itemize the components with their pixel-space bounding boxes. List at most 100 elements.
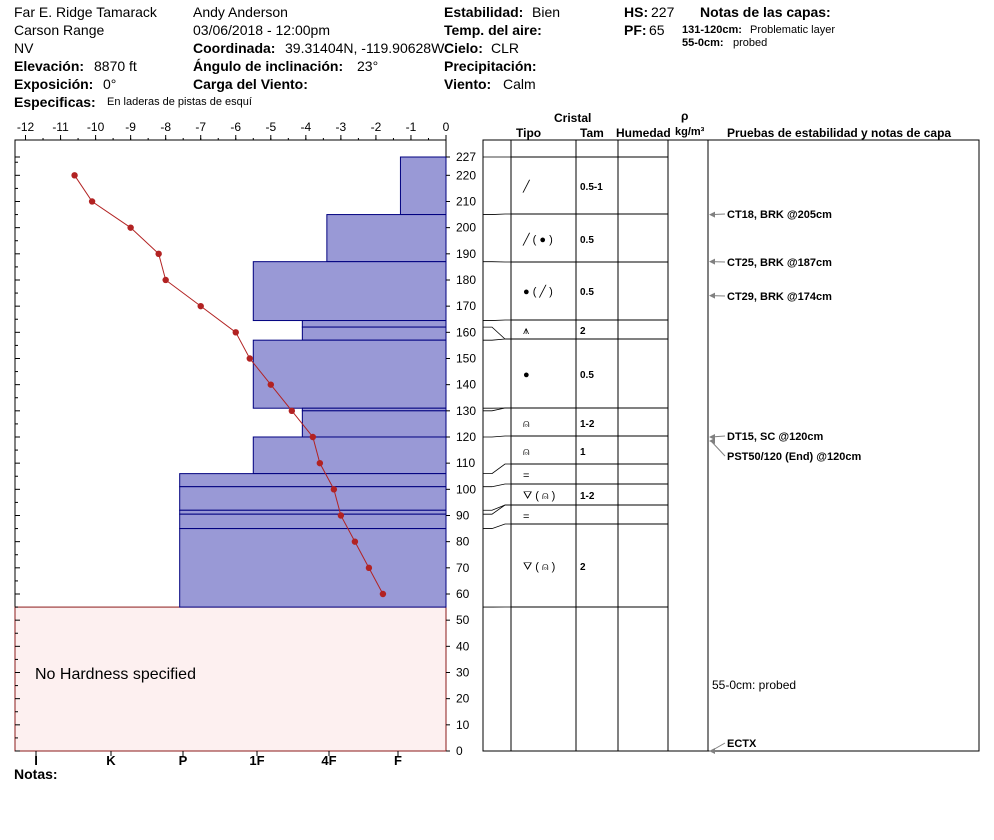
- temperature-tick-label: -11: [52, 120, 69, 134]
- hardness-scale-label: F: [394, 753, 402, 768]
- crystal-size-value: 2: [580, 562, 586, 573]
- temperature-point: [288, 407, 296, 415]
- temperature-tick-label: -2: [371, 120, 382, 134]
- hardness-layer-bar: [301, 320, 447, 328]
- test-arrow-head: [709, 211, 715, 218]
- test-arrow-head: [709, 748, 715, 754]
- depth-tick-label: 180: [456, 273, 476, 287]
- crystal-type-symbol: ● ( ╱ ): [523, 284, 553, 298]
- crystal-size-value: 0.5: [580, 287, 594, 298]
- no-hardness-region: [14, 606, 447, 752]
- coordinate-label: Coordinada:: [193, 40, 276, 56]
- layer-connector: [483, 326, 511, 340]
- depth-tick-label: 50: [456, 613, 470, 627]
- hardness-layer-bar: [399, 156, 447, 216]
- tests-header: Pruebas de estabilidad y notas de capa: [727, 126, 952, 140]
- temperature-tick-label: -8: [160, 120, 171, 134]
- hardness-scale-label: 4F: [321, 753, 336, 768]
- hardness-layer-bar: [179, 513, 447, 530]
- temperature-point: [127, 224, 134, 231]
- depth-tick-label: 227: [456, 150, 476, 164]
- crystal-size-value: 0.5: [580, 235, 594, 246]
- elevation-value: 8870 ft: [94, 58, 137, 74]
- crystal-size-value: 0.5: [580, 370, 594, 381]
- hs-value: 227: [651, 4, 675, 20]
- coordinate-value: 39.31404N, -119.90628W: [285, 40, 445, 56]
- temperature-point: [71, 172, 78, 179]
- location-name: Far E. Ridge Tamarack: [14, 4, 157, 20]
- notes-label: Notas:: [14, 766, 58, 782]
- layer-connector: [483, 338, 511, 341]
- wind-label: Viento:: [444, 76, 492, 92]
- layer-connector: [483, 407, 511, 412]
- elevation-label: Elevación:: [14, 58, 85, 74]
- temperature-tick-label: -7: [195, 120, 206, 134]
- layer-connector: [483, 319, 511, 321]
- stability-label: Estabilidad:: [444, 4, 524, 20]
- stability-test-label: ECTX: [727, 738, 757, 750]
- temperature-point: [379, 590, 387, 598]
- observation-datetime: 03/06/2018 - 12:00pm: [193, 22, 330, 38]
- temperature-point: [330, 486, 338, 493]
- wind-load-label: Carga del Viento:: [193, 76, 308, 92]
- temperature-point: [155, 250, 162, 258]
- wind-value: Calm: [503, 76, 536, 92]
- stability-test-label: CT25, BRK @187cm: [727, 257, 832, 269]
- layer-note-text: Problematic layer: [750, 24, 835, 36]
- temperature-point: [232, 329, 239, 336]
- temperature-point: [309, 433, 317, 441]
- stability-test-label: CT29, BRK @174cm: [727, 291, 832, 303]
- air-temp-label: Temp. del aire:: [444, 22, 542, 38]
- depth-tick-label: 90: [456, 508, 470, 522]
- pf-label: PF:: [624, 22, 647, 38]
- depth-tick-label: 60: [456, 587, 470, 601]
- layer-note-range: 131-120cm:: [682, 24, 742, 36]
- temperature-tick-label: -3: [336, 120, 347, 134]
- depth-tick-label: 220: [456, 168, 476, 182]
- crystal-type-symbol: ╱: [522, 179, 531, 193]
- crystal-type-symbol: ⍝: [523, 446, 530, 458]
- temperature-tick-label: 0: [443, 120, 450, 134]
- temperature-point: [88, 198, 96, 205]
- specifics-label: Especificas:: [14, 94, 96, 110]
- layer-connector: [483, 483, 511, 488]
- crystal-size-value: 1: [580, 447, 586, 458]
- temperature-point: [162, 276, 169, 284]
- hardness-layer-bar: [301, 410, 447, 438]
- layer-connector: [483, 504, 511, 515]
- mountain-range: Carson Range: [14, 22, 105, 38]
- depth-tick-label: 100: [456, 482, 476, 496]
- aspect-value: 0°: [103, 76, 117, 92]
- stability-test-label: PST50/120 (End) @120cm: [727, 451, 861, 463]
- hardness-layer-bar: [252, 261, 447, 322]
- hardness-scale-label: K: [106, 753, 116, 768]
- hardness-layer-bar: [326, 214, 447, 263]
- stability-test-label: CT18, BRK @205cm: [727, 209, 832, 221]
- crystal-size-value: 1-2: [580, 419, 595, 430]
- test-arrow-head: [709, 433, 715, 440]
- depth-tick-label: 70: [456, 561, 470, 575]
- depth-tick-label: 190: [456, 247, 476, 261]
- moisture-header: Humedad: [616, 126, 671, 140]
- stability-test-label: DT15, SC @120cm: [727, 431, 824, 443]
- hardness-layer-bar: [252, 339, 447, 409]
- depth-tick-label: 140: [456, 378, 476, 392]
- temperature-point: [197, 302, 204, 310]
- depth-tick-label: 10: [456, 718, 470, 732]
- temperature-point: [246, 355, 253, 362]
- depth-tick-label: 0: [456, 744, 463, 758]
- crystal-type-symbol: ⛛ ( ⍝ ): [523, 490, 555, 502]
- hs-label: HS:: [624, 4, 649, 20]
- hardness-scale-label: I: [34, 753, 38, 768]
- layer-note-text: probed: [733, 37, 768, 49]
- temperature-point: [365, 564, 373, 572]
- temperature-tick-label: -12: [17, 120, 35, 134]
- depth-tick-label: 170: [456, 299, 476, 313]
- temperature-point: [316, 459, 324, 467]
- temperature-point: [351, 538, 359, 545]
- hardness-layer-bar: [179, 473, 447, 488]
- hardness-layer-bar: [179, 486, 447, 511]
- crystal-type-symbol: =: [523, 470, 529, 482]
- layer-connector: [483, 504, 511, 511]
